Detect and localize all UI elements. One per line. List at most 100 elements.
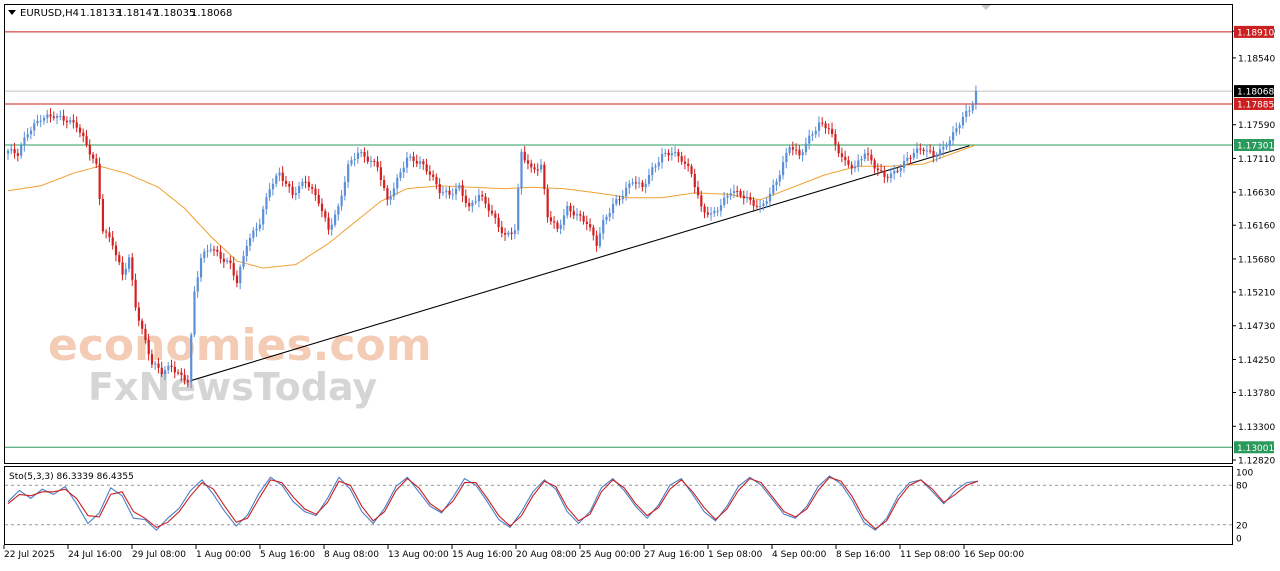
candle-up [268,189,271,198]
candle-down [680,156,683,162]
candle-down [229,260,232,264]
candle-down [844,156,847,161]
candle-down [415,160,418,164]
candle-down [291,186,294,195]
time-tick-label: 15 Aug 16:00 [452,550,513,560]
candle-up [275,175,278,184]
candle-up [20,145,23,156]
candle-up [958,125,961,129]
candle-down [304,181,307,183]
candle-up [199,258,203,278]
candle-up [298,186,301,194]
candle-up [405,157,409,168]
candle-up [419,161,422,164]
candle-up [615,199,618,205]
candle-down [919,148,922,150]
candle-up [507,232,510,235]
time-tick-label: 27 Aug 16:00 [644,550,705,560]
candle-down [213,249,216,251]
candle-up [781,162,785,176]
candle-down [134,279,137,308]
candle-up [598,233,602,246]
candle-down [425,164,428,172]
candle-down [222,258,226,262]
candle-up [39,120,42,122]
candle-down [108,232,111,238]
candle-up [893,170,896,174]
candle-down [481,194,484,197]
candle-down [867,153,870,155]
candle-down [386,187,389,200]
candle-down [572,211,575,216]
candle-up [670,153,674,156]
candle-up [360,152,363,154]
stochastic-main-line [7,475,979,531]
candle-up [471,202,474,207]
candle-down [85,136,88,145]
candle-down [821,122,824,124]
candle-down [827,128,830,130]
candle-up [971,103,974,111]
candle-down [157,363,160,368]
candle-down [834,134,837,145]
candle-down [16,153,20,156]
candle-up [723,197,726,206]
candle-down [78,127,82,133]
candle-up [190,334,193,383]
candle-down [82,132,85,137]
stochastic-tick-label: 80 [1236,482,1248,492]
candle-up [517,188,520,231]
level-label-box [1234,139,1274,152]
candle-down [52,116,55,118]
candle-up [340,195,343,207]
candle-down [549,217,553,222]
candle-up [732,190,736,194]
candle-down [13,149,16,154]
candle-down [634,182,638,184]
candle-down [177,372,180,374]
candle-up [520,151,523,189]
candle-up [409,156,412,158]
candle-up [389,196,392,200]
candle-down [314,188,317,196]
candle-up [661,154,664,163]
candle-down [932,150,935,157]
candle-up [451,194,454,196]
candle-up [26,134,29,138]
level-label-box [1234,441,1274,454]
candle-down [595,235,598,246]
candle-up [814,130,817,135]
candle-up [59,115,62,117]
candle-down [118,255,121,263]
chart-shift-marker-icon[interactable] [981,5,991,10]
time-tick-label: 24 Jul 16:00 [68,550,122,560]
candle-down [88,144,91,155]
stochastic-signal-line [7,476,979,530]
candle-down [530,163,533,168]
candle-up [638,182,641,184]
candle-down [749,197,752,201]
candle-down [137,307,140,321]
candle-up [611,204,615,214]
candle-up [42,118,46,121]
candle-up [396,177,399,189]
candle-up [46,114,49,119]
candle-up [350,160,353,165]
candle-up [853,166,857,169]
candle-up [458,185,461,189]
price-tick-label: 1.15210 [1238,288,1275,298]
candle-down [533,167,536,170]
candle-up [651,167,654,176]
candle-up [245,245,248,257]
symbol-dropdown-icon[interactable] [8,10,16,15]
candle-up [402,167,405,173]
candle-down [687,163,690,167]
time-tick-label: 11 Sep 08:00 [900,550,960,560]
candle-up [69,120,72,123]
candle-down [150,354,154,365]
candle-up [889,173,893,178]
candle-up [258,224,261,229]
candle-up [772,184,775,194]
candle-up [477,194,481,202]
candle-up [938,149,942,156]
